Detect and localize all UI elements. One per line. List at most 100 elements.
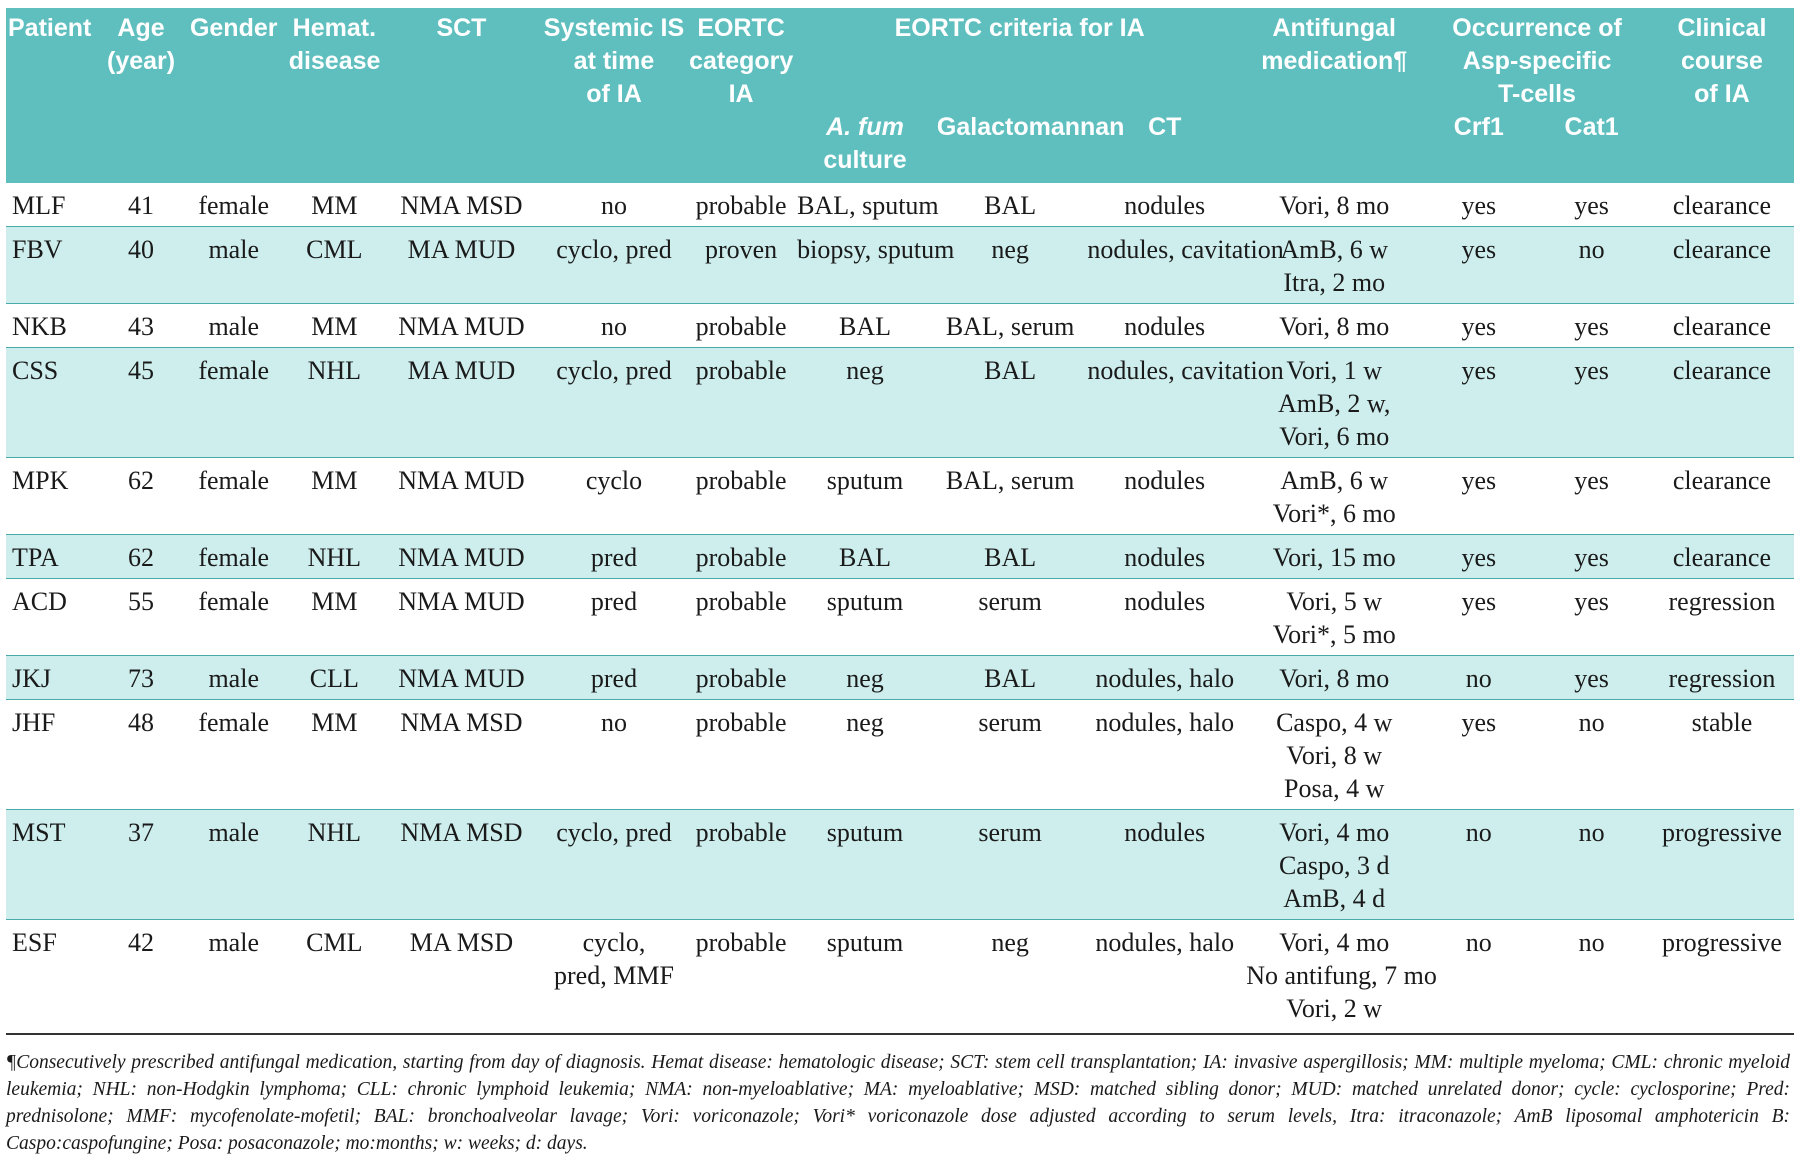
col-occurrence: Occurrence of Asp-specific T-cells (1424, 8, 1650, 111)
age-cell: 41 (128, 191, 155, 220)
table-footnote: ¶Consecutively prescribed antifungal med… (6, 1052, 1790, 1154)
age-cell: 73 (101, 655, 181, 700)
patient-cell: CSS (6, 347, 102, 458)
col-afum-culture: A. fum culture (795, 111, 935, 183)
course-cell: clearance (1649, 534, 1794, 579)
table-row: NKB 43 male MM NMA MUD no probable BAL BAL, seru… (6, 303, 1794, 348)
category-cell: probable (687, 534, 796, 579)
galactomannan-cell: BAL (934, 347, 1086, 458)
gender-cell: female (180, 457, 287, 535)
table-header: Patient Age (year) Gender Hemat. disease S… (6, 8, 1794, 183)
patient-cell: JKJ (6, 655, 102, 700)
cat1-cell: yes (1533, 655, 1650, 700)
hemat-cell: NHL (286, 809, 383, 920)
hemat-cell: NHL (286, 534, 383, 579)
col-age: Age (year) (101, 8, 181, 183)
patient-table: Patient Age (year) Gender Hemat. disease S… (6, 8, 1794, 1029)
sct-cell: NMA MSD (382, 809, 541, 920)
course-cell: clearance (1672, 191, 1771, 220)
col-eortc-category: EORTC category IA (687, 8, 796, 183)
gender-cell: male (180, 919, 287, 1029)
col-sct: SCT (382, 8, 541, 183)
crf1-cell: yes (1424, 578, 1534, 656)
hemat-cell: MM (286, 699, 383, 810)
category-cell: probable (695, 191, 787, 220)
culture-cell: biopsy, sputum (795, 226, 954, 304)
cat1-cell: yes (1533, 457, 1650, 535)
age-cell: 42 (101, 919, 181, 1029)
ct-cell: nodules, halo (1085, 919, 1245, 1029)
crf1-cell: no (1424, 655, 1534, 700)
age-cell: 62 (101, 534, 181, 579)
table-row: TPA 62 female NHL NMA MUD pred probable BAL BAL n… (6, 534, 1794, 579)
galactomannan-cell: serum (934, 578, 1086, 656)
col-galactomannan: Galactomannan (934, 111, 1124, 183)
culture-cell: neg (795, 699, 935, 810)
systemic-is-cell: cyclo (540, 457, 688, 535)
table-row: JKJ 73 male CLL NMA MUD pred probable neg BAL nod… (6, 655, 1794, 700)
col-clinical-course: Clinical course of IA (1649, 8, 1794, 183)
table-row: MPK 62 female MM NMA MUD cyclo probable sputum B… (6, 457, 1794, 535)
patient-cell: MST (6, 809, 102, 920)
table-row: CSS 45 female NHL MA MUD cyclo, pred probable n… (6, 347, 1794, 458)
ct-cell: nodules (1085, 457, 1245, 535)
course-cell: clearance (1649, 303, 1794, 348)
hemat-cell: CML (286, 226, 383, 304)
cat1-cell: yes (1533, 303, 1650, 348)
hemat-cell: CLL (286, 655, 383, 700)
ct-cell: nodules, cavitation (1085, 226, 1284, 304)
crf1-cell: no (1424, 809, 1534, 920)
age-cell: 62 (101, 457, 181, 535)
gender-cell: male (180, 809, 287, 920)
table-row: ACD 55 female MM NMA MUD pred probable sputum se… (6, 578, 1794, 656)
hemat-cell: CML (286, 919, 383, 1029)
age-cell: 45 (101, 347, 181, 458)
ct-cell: nodules (1085, 578, 1245, 656)
col-eortc-criteria: EORTC criteria for IA (795, 8, 1245, 111)
table-row: FBV 40 male CML MA MUD cyclo, pred proven biops… (6, 226, 1794, 304)
crf1-cell: no (1424, 919, 1534, 1029)
cat1-cell: yes (1574, 191, 1609, 220)
col-ct: CT (1085, 111, 1245, 183)
culture-cell: neg (795, 347, 935, 458)
patient-cell: MLF (12, 191, 66, 220)
sct-cell: NMA MUD (382, 655, 541, 700)
document-page: Patient Age (year) Gender Hemat. disease S… (6, 8, 1794, 1157)
table-row: ESF 42 male CML MA MSD cyclo, pred, MMF probabl… (6, 919, 1794, 1029)
patient-cell: ACD (6, 578, 102, 656)
antifungal-cell: Vori, 4 mo Caspo, 3 d AmB, 4 d (1244, 809, 1425, 920)
culture-cell: sputum (795, 578, 935, 656)
hemat-cell: NHL (286, 347, 383, 458)
col-hemat: Hemat. disease (286, 8, 383, 183)
table-row: MLF 41 female MM NMA MSD no probable BAL, sputu… (6, 183, 1794, 227)
gender-cell: female (180, 534, 287, 579)
ct-cell: nodules, cavitation (1085, 347, 1284, 458)
antifungal-cell: Vori, 8 mo (1279, 191, 1390, 220)
systemic-is-cell: cyclo, pred (540, 347, 688, 458)
hemat-cell: MM (311, 191, 358, 220)
culture-cell: BAL, sputum (797, 191, 939, 220)
crf1-cell: yes (1424, 534, 1534, 579)
antifungal-cell: Vori, 8 mo (1244, 303, 1425, 348)
category-cell: probable (687, 809, 796, 920)
table-row: MST 37 male NHL NMA MSD cyclo, pred probable sp… (6, 809, 1794, 920)
col-antifungal: Antifungal medication¶ (1244, 8, 1425, 183)
antifungal-cell: Vori, 15 mo (1244, 534, 1425, 579)
age-cell: 37 (101, 809, 181, 920)
galactomannan-cell: BAL (934, 534, 1086, 579)
systemic-is-cell: pred (540, 534, 688, 579)
ct-cell: nodules (1124, 191, 1206, 220)
col-gender: Gender (180, 8, 287, 183)
category-cell: probable (687, 347, 796, 458)
antifungal-cell: Vori, 1 w AmB, 2 w, Vori, 6 mo (1244, 347, 1425, 458)
sct-cell: NMA MSD (382, 699, 541, 810)
cat1-cell: no (1533, 699, 1650, 810)
gender-cell: male (180, 226, 287, 304)
sct-cell: NMA MUD (382, 303, 541, 348)
gender-cell: male (180, 303, 287, 348)
patient-cell: ESF (6, 919, 102, 1029)
ct-cell: nodules (1085, 303, 1245, 348)
category-cell: probable (687, 457, 796, 535)
category-cell: probable (687, 919, 796, 1029)
footnote-divider (6, 1033, 1794, 1035)
